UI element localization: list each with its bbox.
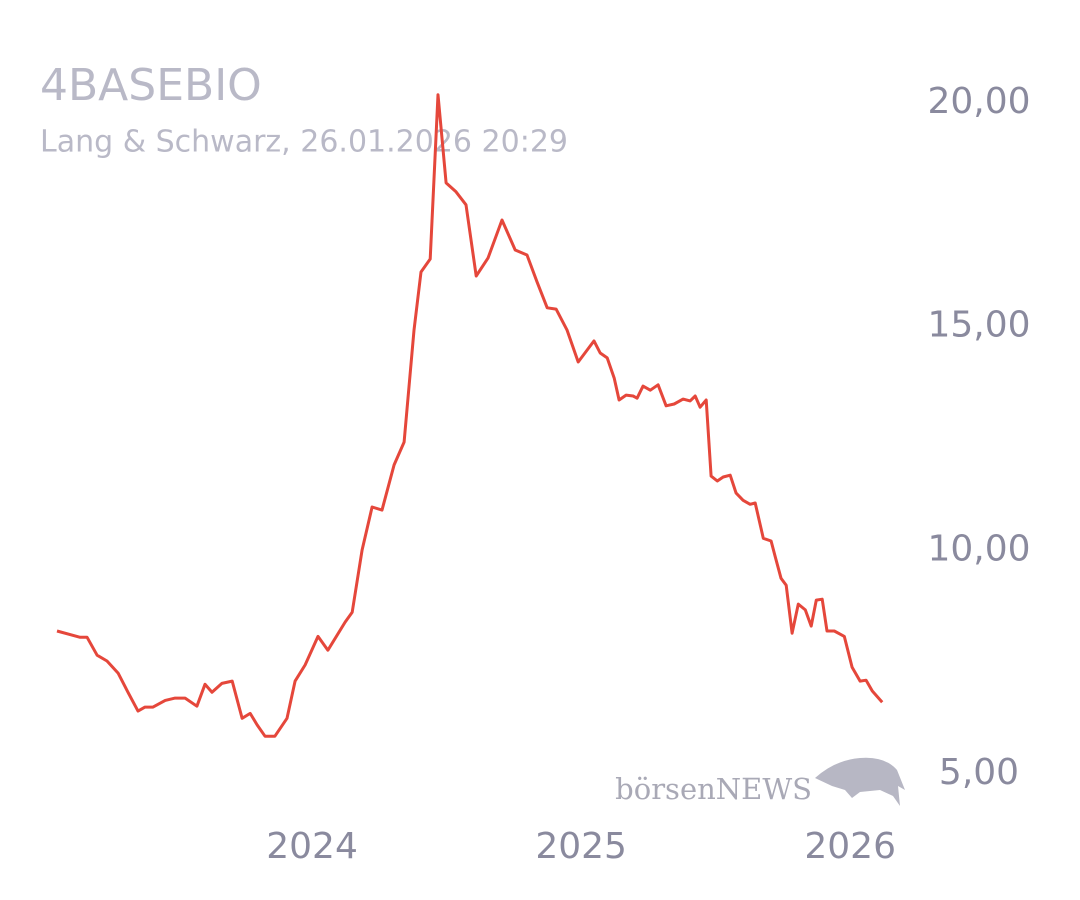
- x-tick-label: 2024: [266, 826, 358, 867]
- watermark: börsenNEWS: [615, 772, 812, 806]
- y-tick-label: 15,00: [927, 305, 1030, 346]
- y-tick-label: 5,00: [939, 752, 1019, 793]
- chart-subtitle: Lang & Schwarz, 26.01.2026 20:29: [40, 125, 568, 160]
- chart-title: 4BASEBIO: [40, 60, 262, 111]
- price-line: [56, 93, 884, 738]
- watermark-bull: [815, 757, 905, 806]
- y-tick-label: 20,00: [927, 81, 1030, 122]
- x-tick-label: 2025: [535, 826, 627, 867]
- y-tick-label: 10,00: [927, 528, 1030, 569]
- x-tick-label: 2026: [804, 826, 896, 867]
